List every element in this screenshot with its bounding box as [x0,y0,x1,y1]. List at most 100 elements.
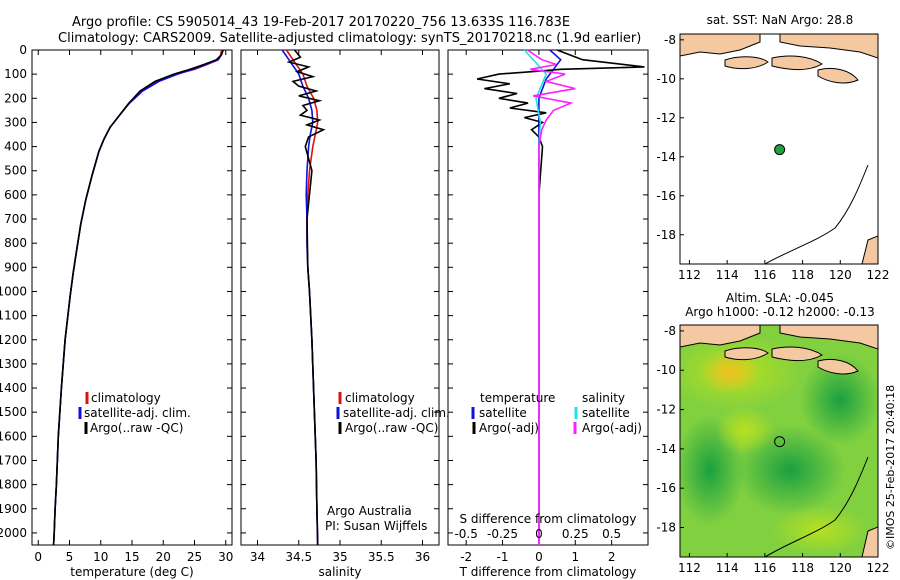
s-tick-label: 0.25 [562,527,589,541]
x-tick-label: 15 [124,550,139,564]
depth-tick-label: 1500 [0,405,27,419]
lon-tick-label: 114 [716,561,739,575]
temperature-xlabel: temperature (deg C) [70,565,193,579]
sla-low [800,355,878,445]
legend-t-argo-label: Argo(-adj) [479,421,539,435]
depth-tick-label: 1400 [0,381,27,395]
land-north [680,325,761,348]
depth-tick-label: 1200 [0,333,27,347]
depth-tick-label: 400 [4,140,27,154]
bathymetry-contour [764,456,869,557]
sla-map-content [680,325,878,557]
lat-tick-label: -8 [664,33,676,47]
salinity-xlabel: salinity [318,565,361,579]
lon-tick-label: 120 [829,268,852,282]
legend-t-sat-label: satellite [479,406,527,420]
series-satellite [52,49,224,546]
lat-tick-label: -16 [656,481,676,495]
sst-map-content [680,34,878,264]
depth-tick-label: 0 [19,43,27,57]
difference-xlabel: T difference from climatology [459,565,637,579]
x-tick-label: 5 [66,550,74,564]
s-difference-label: S difference from climatology [460,512,637,526]
lat-tick-label: -10 [656,72,676,86]
depth-tick-label: 900 [4,260,27,274]
s-tick-label: -0.5 [454,527,477,541]
s-tick-label: 0 [535,527,543,541]
x-tick-label: 36 [415,550,430,564]
depth-tick-label: 1800 [0,478,27,492]
lon-tick-label: 120 [829,561,852,575]
island [724,56,769,70]
land-south-east [861,526,878,557]
legend-argo-label: Argo(..raw -QC) [90,421,183,435]
x-tick-label: 25 [187,550,202,564]
argo-australia-note: Argo Australia [327,504,412,518]
lat-tick-label: -16 [656,189,676,203]
legend-clim-label: climatology [345,391,415,405]
lat-tick-label: -14 [656,150,676,164]
difference-legend: temperature satellite Argo(-adj) salinit… [471,391,642,435]
x-tick-label: 34.5 [285,550,312,564]
depth-axis: 0 100 200 300 400 500 600 700 800 900 1000 1100 1200… [0,43,648,540]
series-climatology [52,49,223,546]
depth-tick-label: 1300 [0,357,27,371]
x-tick-label: -2 [460,550,472,564]
lon-tick-label: 122 [867,268,890,282]
island [771,346,823,361]
series-s-satellite [523,49,548,545]
salinity-plot: 34 34.5 35 35.5 36 [250,49,430,564]
sla-map-title-1: Altim. SLA: -0.045 [726,291,834,305]
depth-tick-label: 500 [4,164,27,178]
temperature-panel [31,49,233,546]
land-north-east [779,34,878,59]
sla-map-title-2: Argo h1000: -0.12 h2000: -0.13 [685,305,875,319]
x-tick-label: 10 [93,550,108,564]
legend-sat-label: satellite-adj. clim. [343,406,450,420]
salinity-legend: climatology satellite-adj. clim. Argo(..… [325,391,450,533]
lat-tick-label: -14 [656,442,676,456]
series-satellite [281,49,319,546]
island [817,67,859,84]
lon-tick-label: 122 [867,561,890,575]
lon-tick-label: 116 [753,268,776,282]
sla-map-frame [679,324,879,558]
temperature-legend: climatology satellite-adj. clim. Argo(..… [78,391,191,435]
x-tick-label: 0 [535,550,543,564]
temperature-plot: 0 5 10 15 20 25 30 [34,49,233,564]
sla-mid [770,505,870,555]
island [817,358,859,375]
difference-panel [447,49,649,546]
argo-position-marker [774,436,786,448]
legend-s-sat-label: satellite [582,406,630,420]
sla-mid [715,405,775,455]
lon-tick-label: 114 [716,268,739,282]
depth-tick-label: 1600 [0,429,27,443]
lat-tick-label: -18 [656,521,676,535]
x-tick-label: 35 [332,550,347,564]
land-north [680,34,761,57]
x-tick-label: 20 [156,550,171,564]
x-tick-label: 2 [608,550,616,564]
legend-argo-label: Argo(..raw -QC) [345,421,438,435]
lon-tick-label: 112 [678,561,701,575]
sla-peak [700,350,760,394]
depth-tick-label: 1000 [0,284,27,298]
legend-s-argo-label: Argo(-adj) [582,421,642,435]
depth-tick-label: 300 [4,115,27,129]
x-tick-label: 30 [218,550,233,564]
series-t-satellite [538,49,562,545]
lon-tick-label: 112 [678,268,701,282]
argo-position-marker [774,144,786,156]
lon-tick-label: 116 [753,561,776,575]
legend-sat-label: satellite-adj. clim. [84,406,191,420]
depth-tick-label: 200 [4,91,27,105]
depth-tick-label: 700 [4,212,27,226]
legend-temperature-title: temperature [480,391,555,405]
depth-tick-label: 2000 [0,526,27,540]
bathymetry-contour [764,164,869,264]
sst-map-axes: 112 114 116 118 120 122 -8 -10 -12 -14 -16 -18 [656,33,889,282]
sst-map-title: sat. SST: NaN Argo: 28.8 [707,13,854,27]
lat-tick-label: -12 [656,403,676,417]
